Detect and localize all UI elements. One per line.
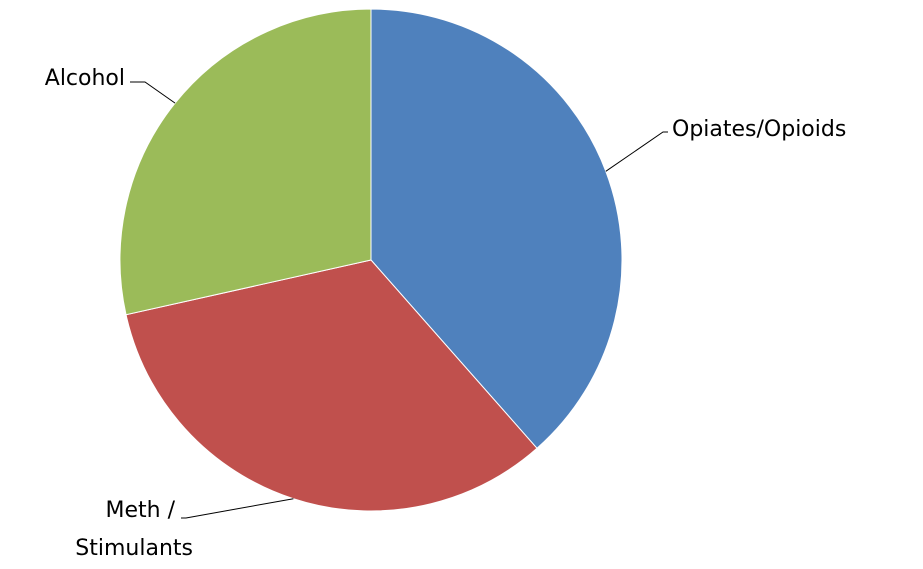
pie-slice-alcohol bbox=[119, 8, 372, 316]
slice-label-meth-line-2: Stimulants bbox=[75, 536, 193, 561]
slice-label-opiates: Opiates/Opioids bbox=[672, 117, 846, 142]
leader-lines bbox=[130, 81, 668, 519]
leader-line-opiates bbox=[605, 131, 668, 172]
leader-line-alcohol bbox=[130, 81, 176, 104]
slice-label-meth-line-1: Meth / bbox=[106, 498, 176, 523]
leader-line-meth bbox=[181, 498, 294, 519]
slice-labels: Opiates/Opioids Meth / Stimulants Alcohol bbox=[45, 66, 847, 561]
pie-slices bbox=[119, 8, 623, 512]
slice-label-alcohol: Alcohol bbox=[45, 66, 125, 91]
pie-slice-meth bbox=[125, 259, 538, 512]
